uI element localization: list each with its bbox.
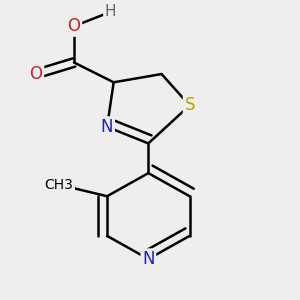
Text: H: H (105, 4, 116, 20)
Text: N: N (101, 118, 113, 136)
Text: O: O (68, 17, 80, 35)
Text: CH3: CH3 (45, 178, 74, 192)
Text: S: S (184, 96, 195, 114)
Text: O: O (30, 65, 43, 83)
Text: N: N (142, 250, 154, 268)
